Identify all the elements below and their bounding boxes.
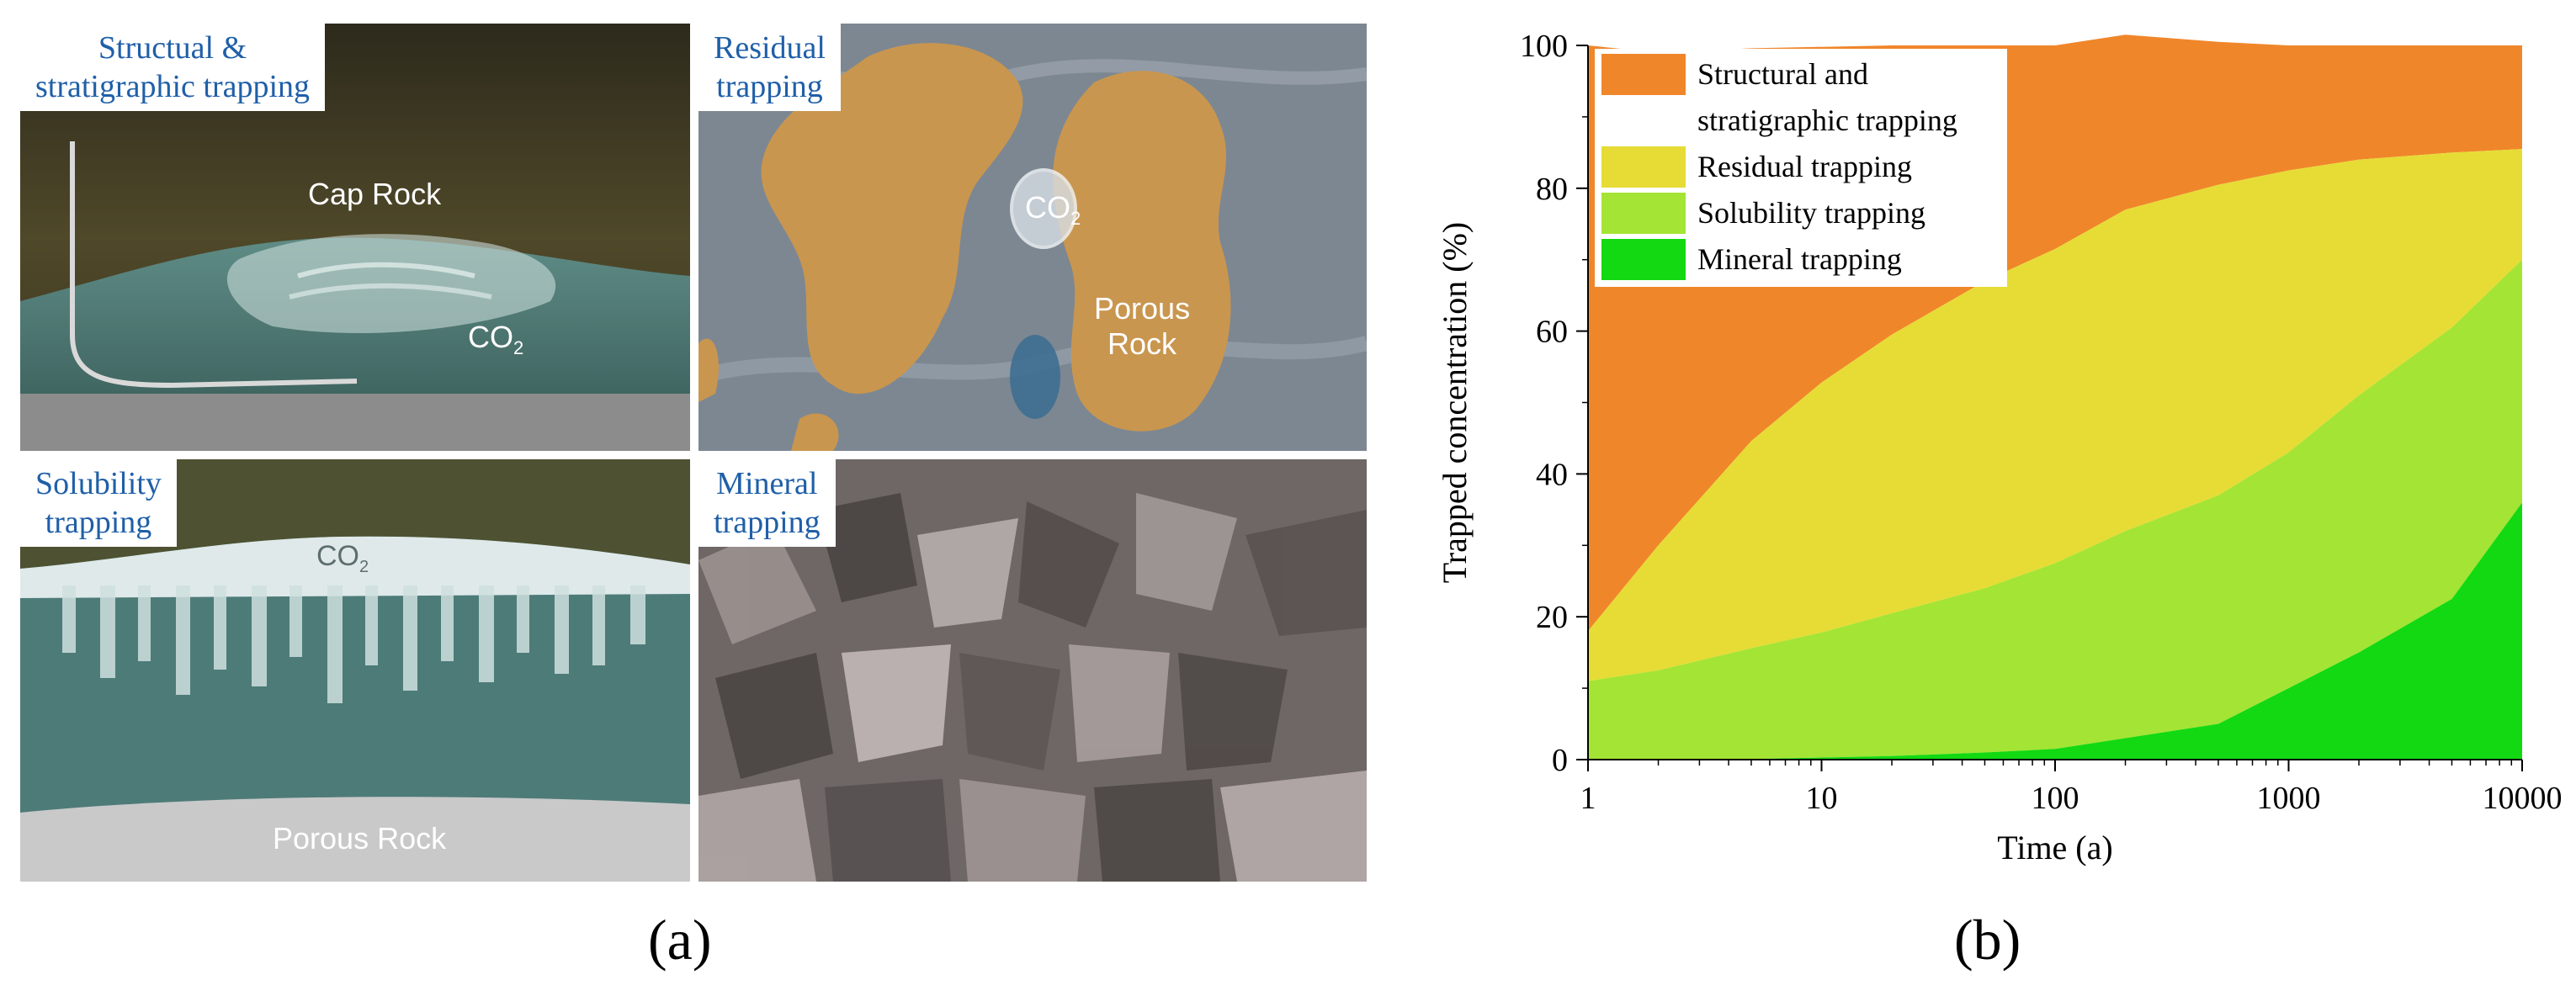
legend-label-structural-and-stratigraphic-trapping: stratigraphic trapping xyxy=(1697,103,1957,137)
area-residual-trapping xyxy=(1588,149,2522,681)
co2-label-solubility: CO2 xyxy=(316,540,369,577)
mineral-title-line2: trapping xyxy=(714,505,821,540)
y-tick-label-40: 40 xyxy=(1536,457,1568,492)
co2-label-solubility-text: CO xyxy=(316,540,359,572)
residual-title-line1: Residual xyxy=(714,30,826,66)
porous-rock-label-residual-line1: Porous xyxy=(1094,291,1191,326)
legend-label-solubility-trapping: Solubility trapping xyxy=(1697,196,1925,230)
legend-swatch-mineral-trapping xyxy=(1601,239,1686,280)
chart-axes: 1 10 100 1000 10000 0 20 40 60 80 100 xyxy=(1520,29,2563,816)
x-axis-label: Time (a) xyxy=(1997,829,2112,866)
y-tick-label-20: 20 xyxy=(1536,600,1568,635)
co2-label-residual-text: CO xyxy=(1025,190,1070,225)
structural-title-line1: Structual & xyxy=(98,30,247,66)
panel-a-caption: (a) xyxy=(648,908,712,972)
x-tick-label-10000: 10000 xyxy=(2483,781,2563,816)
solubility-title-line1: Solubility xyxy=(35,466,162,501)
legend-label-mineral-trapping: Mineral trapping xyxy=(1697,242,1902,276)
y-tick-label-80: 80 xyxy=(1536,172,1568,207)
crystal-facets xyxy=(698,493,1367,882)
area-solubility-trapping xyxy=(1588,259,2522,760)
trapping-area-chart: 1 10 100 1000 10000 0 20 40 60 80 100 Structural a… xyxy=(1436,29,2563,866)
legend-swatch-residual-trapping xyxy=(1601,146,1686,188)
y-tick-label-60: 60 xyxy=(1536,315,1568,350)
legend-label-residual-trapping: Residual trapping xyxy=(1697,150,1912,183)
solubility-title: Solubility trapping xyxy=(20,459,177,547)
tile-structural-trapping: Structual & stratigraphic trapping Cap R… xyxy=(20,24,690,451)
tile-solubility-trapping: Solubility trapping CO2 Porous Rock xyxy=(20,459,690,882)
chart-legend: Structural and stratigraphic trapping Resi… xyxy=(1595,49,2007,287)
x-tick-label-10: 10 xyxy=(1806,781,1838,816)
co2-label-solubility-sub: 2 xyxy=(359,557,369,576)
co2-label-residual: CO2 xyxy=(1025,190,1081,230)
y-axis-label: Trapped concentration (%) xyxy=(1436,222,1474,584)
porous-rock-label-residual: Porous Rock xyxy=(1094,291,1190,362)
area-mineral-trapping xyxy=(1588,502,2522,760)
legend-label-structural-and-stratigraphic-trapping: Structural and xyxy=(1697,57,1868,91)
cap-rock-label: Cap Rock xyxy=(308,177,442,211)
x-tick-label-1000: 1000 xyxy=(2257,781,2321,816)
mineral-illustration xyxy=(698,459,1367,882)
mineral-title: Mineral trapping xyxy=(698,459,836,547)
co2-label-structural-sub: 2 xyxy=(513,337,524,359)
co2-label-residual-sub: 2 xyxy=(1070,208,1081,230)
panel-b-caption: (b) xyxy=(1954,908,2021,972)
structural-illustration xyxy=(20,24,690,451)
y-tick-label-100: 100 xyxy=(1520,29,1568,64)
co2-label-structural: CO2 xyxy=(468,320,523,359)
y-tick-label-0: 0 xyxy=(1552,743,1568,778)
residual-title: Residual trapping xyxy=(698,24,841,111)
tile-residual-trapping: Residual trapping CO2 Porous Rock xyxy=(698,24,1367,451)
structural-title: Structual & stratigraphic trapping xyxy=(20,24,326,111)
mineral-title-line1: Mineral xyxy=(716,466,818,501)
porous-rock-label-solubility: Porous Rock xyxy=(273,821,447,856)
porous-rock-label-residual-line2: Rock xyxy=(1107,326,1177,361)
x-tick-label-100: 100 xyxy=(2032,781,2079,816)
legend-swatch-solubility-trapping xyxy=(1601,193,1686,234)
residual-title-line2: trapping xyxy=(716,69,823,104)
legend-swatch-structural-and-stratigraphic-trapping xyxy=(1601,54,1686,95)
tile-mineral-trapping: Mineral trapping xyxy=(698,459,1367,882)
solubility-title-line2: trapping xyxy=(45,505,152,540)
co2-label-structural-text: CO xyxy=(468,320,513,354)
x-tick-label-1: 1 xyxy=(1580,781,1596,816)
dissolution-fingers xyxy=(62,585,645,703)
structural-title-line2: stratigraphic trapping xyxy=(35,69,311,104)
